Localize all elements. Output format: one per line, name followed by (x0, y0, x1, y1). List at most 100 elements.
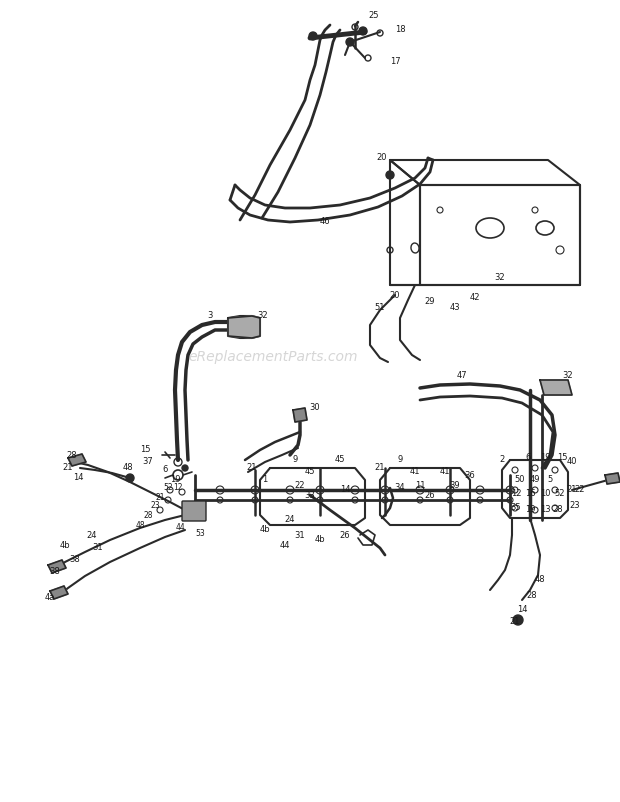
Text: 14: 14 (340, 485, 350, 495)
Polygon shape (68, 454, 86, 466)
Text: 42: 42 (470, 294, 480, 302)
Text: 9: 9 (397, 456, 402, 464)
Text: 5: 5 (547, 476, 552, 484)
Text: 24: 24 (87, 530, 97, 540)
Polygon shape (540, 380, 572, 395)
Text: 15: 15 (140, 445, 150, 455)
Text: 43: 43 (450, 303, 460, 313)
Text: 16: 16 (525, 489, 535, 499)
Polygon shape (293, 408, 307, 422)
Text: 6: 6 (525, 453, 531, 463)
Text: 28: 28 (526, 592, 538, 601)
Text: 12: 12 (173, 484, 183, 492)
Text: 32: 32 (495, 273, 505, 282)
Text: 1: 1 (262, 476, 268, 484)
Text: 44: 44 (175, 524, 185, 533)
Polygon shape (228, 316, 260, 338)
Text: 45: 45 (305, 468, 315, 476)
Circle shape (126, 474, 134, 482)
Text: 41: 41 (440, 468, 450, 476)
Text: 24: 24 (285, 516, 295, 525)
Text: 37: 37 (143, 457, 153, 467)
Text: 26: 26 (425, 492, 435, 500)
Text: 19: 19 (540, 453, 551, 463)
Text: 32: 32 (258, 311, 268, 321)
Text: 31: 31 (294, 530, 305, 540)
Text: 25: 25 (369, 11, 379, 21)
Text: 4b: 4b (315, 536, 326, 545)
Text: 21: 21 (567, 485, 577, 495)
Text: 48: 48 (135, 520, 145, 529)
Circle shape (359, 27, 367, 35)
Text: 14: 14 (516, 606, 527, 614)
Text: 49: 49 (529, 476, 540, 484)
Text: 19: 19 (525, 505, 535, 515)
Text: 2: 2 (499, 456, 505, 464)
Text: 26: 26 (340, 530, 350, 540)
Text: 32: 32 (563, 371, 574, 379)
Text: 15: 15 (557, 453, 567, 463)
Text: 18: 18 (395, 26, 405, 34)
Text: 3: 3 (207, 311, 213, 321)
Text: 4b: 4b (60, 541, 70, 549)
FancyBboxPatch shape (182, 501, 206, 521)
Text: 13: 13 (539, 505, 551, 515)
Text: 46: 46 (320, 217, 330, 226)
Text: 52: 52 (163, 484, 173, 492)
Circle shape (346, 38, 354, 46)
Text: 21: 21 (155, 493, 165, 503)
Text: 11: 11 (415, 481, 425, 491)
Text: 6: 6 (162, 465, 167, 475)
Text: 36: 36 (464, 472, 476, 480)
Circle shape (182, 465, 188, 471)
Text: 20: 20 (377, 153, 388, 163)
Text: 10: 10 (540, 489, 551, 499)
Text: 14: 14 (73, 473, 83, 483)
Circle shape (513, 615, 523, 625)
Text: 48: 48 (123, 464, 133, 472)
Circle shape (309, 32, 317, 40)
Text: 38: 38 (69, 556, 81, 565)
Text: 22: 22 (294, 481, 305, 491)
Text: 47: 47 (457, 371, 467, 379)
Text: 52: 52 (555, 489, 565, 499)
Text: 23: 23 (570, 500, 580, 509)
Text: 31: 31 (92, 544, 104, 553)
Text: 21: 21 (510, 618, 520, 626)
Text: 45: 45 (335, 456, 345, 464)
Text: 20: 20 (390, 290, 401, 299)
Text: 41: 41 (410, 468, 420, 476)
Text: 44: 44 (280, 541, 290, 549)
Text: 28: 28 (143, 511, 153, 520)
Text: 29: 29 (425, 298, 435, 306)
Text: 9: 9 (293, 456, 298, 464)
Text: 53: 53 (195, 529, 205, 538)
Text: 33: 33 (304, 492, 316, 500)
Circle shape (386, 171, 394, 179)
Text: eReplacementParts.com: eReplacementParts.com (188, 350, 358, 364)
Text: 38: 38 (50, 568, 60, 577)
Text: 19: 19 (170, 476, 180, 484)
Polygon shape (48, 560, 66, 573)
Text: 51: 51 (374, 303, 385, 313)
Text: 28: 28 (67, 451, 78, 460)
Text: 39: 39 (450, 481, 460, 491)
Text: 48: 48 (534, 576, 546, 585)
Text: 35: 35 (511, 504, 521, 512)
Text: 21: 21 (63, 464, 73, 472)
Text: 23: 23 (150, 501, 160, 511)
Text: 50: 50 (515, 476, 525, 484)
Text: 4b: 4b (260, 525, 270, 534)
Text: 28: 28 (552, 505, 564, 515)
Text: 30: 30 (309, 403, 321, 412)
Text: 17: 17 (390, 58, 401, 67)
Text: 22: 22 (575, 485, 585, 495)
Text: 4a: 4a (45, 593, 55, 602)
Text: 12: 12 (511, 489, 521, 499)
Text: 34: 34 (395, 484, 405, 492)
Text: 21: 21 (247, 464, 257, 472)
Polygon shape (50, 586, 68, 599)
Text: 21: 21 (374, 464, 385, 472)
Text: 40: 40 (567, 457, 577, 467)
Polygon shape (605, 473, 620, 484)
